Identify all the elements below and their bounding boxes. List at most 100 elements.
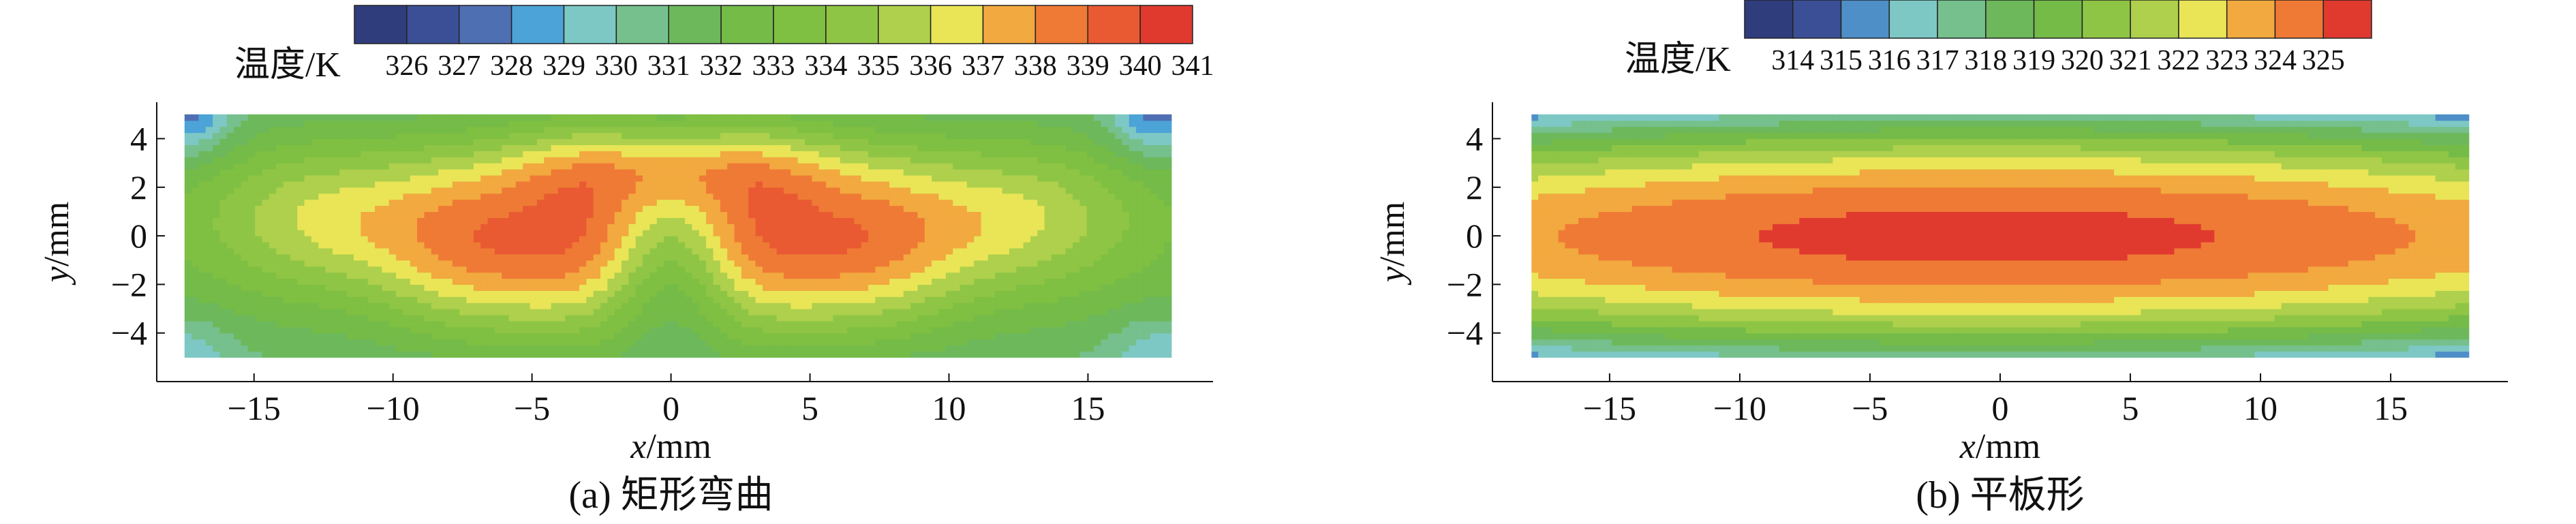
field-cell xyxy=(367,211,375,218)
field-cell xyxy=(565,284,573,291)
field-cell xyxy=(367,290,375,297)
field-cell xyxy=(382,181,390,188)
field-cell xyxy=(396,174,404,182)
field-cell xyxy=(896,326,904,334)
field-cell xyxy=(966,193,975,200)
field-cell xyxy=(247,199,256,206)
field-cell xyxy=(720,284,728,291)
field-cell xyxy=(452,157,460,164)
field-cell xyxy=(706,278,714,285)
chart-panel-a: −15 −10 −5 0 5 10 15 −4 −2 0 2 4 x/mm y/mm 326 327 328 32… xyxy=(37,5,1214,517)
field-cell xyxy=(917,303,925,309)
field-cell xyxy=(945,193,953,200)
field-cell xyxy=(847,193,855,200)
field-cell xyxy=(945,314,953,322)
field-cell xyxy=(431,181,439,188)
field-cell xyxy=(664,211,672,218)
field-cell xyxy=(1009,181,1017,188)
field-cell xyxy=(508,120,517,127)
field-cell xyxy=(903,236,911,243)
field-cell xyxy=(762,144,770,151)
field-cell xyxy=(565,253,573,261)
field-cell xyxy=(396,211,404,218)
field-cell xyxy=(557,224,566,230)
field-cell xyxy=(382,266,390,273)
field-cell xyxy=(219,247,228,255)
field-cell xyxy=(783,144,791,151)
field-cell xyxy=(459,303,467,309)
field-cell xyxy=(677,120,686,127)
field-cell xyxy=(572,339,580,346)
field-cell xyxy=(445,174,453,182)
field-cell xyxy=(184,236,192,243)
field-cell xyxy=(981,211,989,218)
field-cell xyxy=(219,174,228,182)
field-cell xyxy=(987,205,996,213)
field-cell xyxy=(346,126,354,134)
field-cell xyxy=(508,151,517,157)
field-cell xyxy=(325,320,333,328)
field-cell xyxy=(987,333,996,340)
field-cell xyxy=(311,272,319,279)
field-cell xyxy=(184,144,192,151)
field-cell xyxy=(361,339,369,346)
field-cell xyxy=(804,114,812,121)
field-cell xyxy=(868,326,876,334)
field-cell xyxy=(987,266,996,273)
field-cell xyxy=(671,247,679,255)
field-cell xyxy=(339,326,348,334)
field-cell xyxy=(445,345,453,352)
field-cell xyxy=(213,144,221,151)
field-cell xyxy=(530,211,538,218)
field-cell xyxy=(290,290,298,297)
field-cell xyxy=(953,138,961,145)
field-cell xyxy=(649,163,658,170)
field-cell xyxy=(269,224,277,230)
field-cell xyxy=(431,114,439,121)
field-cell xyxy=(664,333,672,340)
field-cell xyxy=(628,224,637,230)
field-cell xyxy=(191,132,200,140)
field-cell xyxy=(664,163,672,170)
field-cell xyxy=(812,345,820,352)
field-cell xyxy=(833,242,841,249)
field-cell xyxy=(656,187,664,194)
field-cell xyxy=(586,151,594,157)
field-cell xyxy=(1030,230,1038,236)
field-cell xyxy=(966,303,975,309)
field-cell xyxy=(297,157,305,164)
field-cell xyxy=(664,193,672,200)
field-cell xyxy=(219,339,228,346)
field-cell xyxy=(508,211,517,218)
field-cell xyxy=(692,157,700,164)
field-cell xyxy=(734,224,742,230)
field-cell xyxy=(544,290,552,297)
field-cell xyxy=(995,169,1003,176)
field-cell xyxy=(523,314,531,322)
field-cell xyxy=(375,211,382,218)
field-cell xyxy=(734,205,742,213)
field-cell xyxy=(247,247,256,255)
field-cell xyxy=(804,266,812,273)
field-cell xyxy=(1044,120,1052,127)
field-cell xyxy=(530,309,538,315)
field-cell xyxy=(417,296,425,303)
field-cell xyxy=(671,230,679,236)
field-cell xyxy=(551,211,559,218)
field-cell xyxy=(938,211,947,218)
field-cell xyxy=(622,284,630,291)
field-cell xyxy=(283,309,291,315)
field-cell xyxy=(431,303,439,309)
field-cell xyxy=(727,224,735,230)
field-cell xyxy=(586,339,594,346)
field-cell xyxy=(974,253,982,261)
field-cell xyxy=(361,272,369,279)
field-cell xyxy=(833,174,841,182)
field-cell xyxy=(1002,151,1010,157)
field-cell xyxy=(1002,333,1010,340)
field-cell xyxy=(981,205,989,213)
field-cell xyxy=(882,290,890,297)
field-cell xyxy=(198,278,206,285)
field-cell xyxy=(1002,230,1010,236)
field-cell xyxy=(614,242,622,249)
